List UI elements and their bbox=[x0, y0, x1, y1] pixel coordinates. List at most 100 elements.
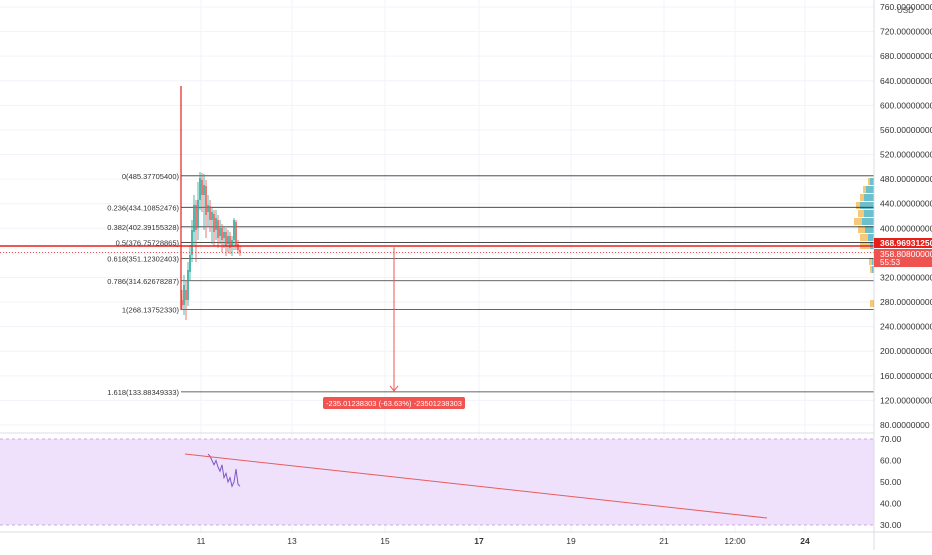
rsi-trend-line[interactable] bbox=[184, 453, 768, 519]
time-axis-labels[interactable]: 11 13 15 17 19 21 12:00 24 bbox=[197, 536, 810, 546]
candle-body bbox=[189, 255, 191, 272]
bar-countdown: 55:53 bbox=[880, 258, 901, 267]
price-tick-label: 560.00000000 bbox=[880, 125, 932, 135]
candlestick-series bbox=[181, 172, 241, 320]
candle-body bbox=[213, 214, 215, 232]
volume-profile-bar bbox=[860, 202, 874, 209]
fib-level-label: 0.5(376.75728865) bbox=[116, 239, 180, 248]
candle-body bbox=[211, 212, 213, 220]
current-price-value: 368.96931250 bbox=[880, 238, 932, 248]
volume-profile-bar bbox=[862, 218, 874, 225]
price-axis[interactable] bbox=[874, 0, 932, 550]
price-tick-label: 440.00000000 bbox=[880, 199, 932, 209]
volume-profile-bar bbox=[858, 210, 864, 217]
volume-profile-bar bbox=[856, 202, 860, 209]
candle-body bbox=[181, 300, 183, 305]
candle-body bbox=[229, 236, 231, 248]
candle-body bbox=[185, 290, 187, 300]
price-tick-label: 680.00000000 bbox=[880, 51, 932, 61]
candle-body bbox=[195, 205, 197, 230]
fib-level-label: 0(485.37705400) bbox=[122, 172, 180, 181]
volume-profile-bar bbox=[860, 194, 864, 201]
candle-body bbox=[199, 178, 201, 200]
last-price-tag bbox=[874, 249, 932, 267]
volume-profile-bar bbox=[866, 186, 874, 193]
price-tick-label: 760.00000000 bbox=[880, 2, 932, 12]
candle-body bbox=[205, 186, 207, 215]
candle-body bbox=[239, 250, 241, 252]
candle-body bbox=[225, 232, 227, 246]
price-tick-label: 240.00000000 bbox=[880, 322, 932, 332]
candle-body bbox=[187, 270, 189, 300]
volume-profile-bar bbox=[858, 226, 865, 233]
candle-body bbox=[219, 228, 221, 236]
measure-arrow-head bbox=[389, 385, 399, 392]
volume-profile-bar bbox=[869, 258, 872, 265]
price-tick-label: 600.00000000 bbox=[880, 100, 932, 110]
price-tick-label: 400.00000000 bbox=[880, 223, 932, 233]
volume-profile-bar bbox=[868, 234, 874, 241]
price-tick-label: 520.00000000 bbox=[880, 150, 932, 160]
price-tick-label: 80.00000000 bbox=[880, 420, 930, 430]
candle-body bbox=[223, 232, 225, 238]
fib-retracement[interactable]: 0(485.37705400) 0.236(434.10852476) 0.382(… bbox=[107, 86, 874, 397]
price-tick-label: 480.00000000 bbox=[880, 174, 932, 184]
rsi-tick-label: 60.00 bbox=[880, 456, 902, 466]
price-tick-label: 320.00000000 bbox=[880, 272, 932, 282]
volume-profile-bar bbox=[854, 218, 862, 225]
rsi-axis-labels: 70.00 60.00 50.00 40.00 30.00 bbox=[880, 434, 902, 530]
currency-label: USD bbox=[897, 6, 914, 15]
last-price-value: 358.80800000 bbox=[880, 249, 932, 259]
volume-profile-bar bbox=[870, 178, 874, 185]
candle-body bbox=[221, 228, 223, 240]
fib-level-label: 1.618(133.88349333) bbox=[107, 388, 179, 397]
price-tick-label: 640.00000000 bbox=[880, 76, 932, 86]
price-range-measure[interactable]: -235.01238303 (-63.63%) -23501238303 bbox=[323, 247, 465, 409]
volume-profile-bar bbox=[864, 194, 874, 201]
time-tick-label: 19 bbox=[566, 536, 576, 546]
rsi-tick-label: 70.00 bbox=[880, 434, 902, 444]
candle-body bbox=[235, 222, 237, 246]
volume-profile-bar bbox=[870, 300, 873, 307]
fib-level-label: 0.786(314.62678287) bbox=[107, 277, 179, 286]
candle-body bbox=[183, 285, 185, 305]
measure-label: -235.01238303 (-63.63%) -23501238303 bbox=[326, 399, 462, 408]
time-tick-label: 11 bbox=[197, 536, 206, 546]
time-tick-label: 15 bbox=[380, 536, 390, 546]
time-tick-label: 13 bbox=[287, 536, 297, 546]
candle-body bbox=[191, 230, 193, 255]
price-tick-label: 120.00000000 bbox=[880, 395, 932, 405]
rsi-tick-label: 50.00 bbox=[880, 477, 902, 487]
volume-profile-bar bbox=[863, 186, 866, 193]
price-tick-label: 720.00000000 bbox=[880, 27, 932, 37]
candle-body bbox=[227, 236, 229, 244]
candle-body bbox=[233, 220, 235, 240]
time-tick-label: 12:00 bbox=[724, 536, 746, 546]
volume-profile-bar bbox=[872, 266, 874, 273]
volume-profile-bar bbox=[865, 226, 874, 233]
candle-body bbox=[217, 220, 219, 238]
candle-body bbox=[193, 205, 195, 232]
time-tick-label: 17 bbox=[474, 536, 484, 546]
rsi-tick-label: 30.00 bbox=[880, 520, 902, 530]
volume-profile-bar bbox=[870, 266, 872, 273]
fib-level-label: 0.618(351.12302403) bbox=[107, 254, 179, 263]
price-tick-label: 200.00000000 bbox=[880, 346, 932, 356]
fib-level-label: 1(268.13752330) bbox=[122, 305, 180, 314]
candle-body bbox=[207, 205, 209, 212]
volume-profile-bar bbox=[860, 234, 868, 241]
time-tick-label: 21 bbox=[659, 536, 669, 546]
rsi-tick-label: 40.00 bbox=[880, 499, 902, 509]
price-tick-label: 280.00000000 bbox=[880, 297, 932, 307]
time-tick-label: 24 bbox=[800, 536, 810, 546]
candle-body bbox=[231, 240, 233, 246]
volume-profile-bar bbox=[868, 178, 870, 185]
candle-body bbox=[203, 185, 205, 195]
horizontal-grid bbox=[0, 6, 874, 426]
candle-body bbox=[237, 244, 239, 250]
volume-profile bbox=[854, 178, 874, 307]
price-tick-label: 160.00000000 bbox=[880, 371, 932, 381]
fib-level-label: 0.236(434.10852476) bbox=[107, 203, 179, 212]
